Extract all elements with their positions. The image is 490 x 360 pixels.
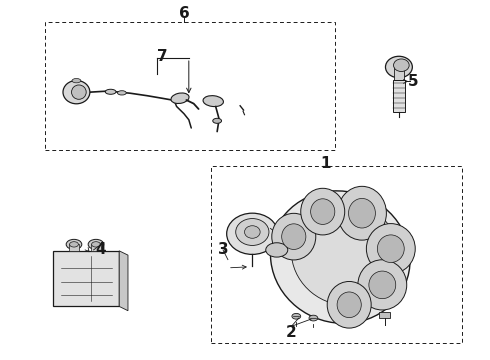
Ellipse shape [70, 242, 78, 247]
Ellipse shape [203, 96, 223, 107]
Ellipse shape [311, 199, 335, 224]
Ellipse shape [92, 242, 100, 247]
Ellipse shape [338, 186, 387, 240]
Ellipse shape [72, 78, 81, 83]
Ellipse shape [393, 59, 409, 72]
Ellipse shape [227, 213, 278, 255]
Ellipse shape [272, 213, 316, 260]
Bar [379, 312, 390, 318]
Bar [393, 80, 405, 112]
Text: 5: 5 [408, 74, 419, 89]
Ellipse shape [292, 314, 301, 319]
Ellipse shape [386, 56, 413, 78]
Text: 1: 1 [320, 156, 331, 171]
Ellipse shape [358, 260, 407, 310]
Bar [91, 244, 101, 251]
Text: 6: 6 [178, 6, 189, 21]
Ellipse shape [266, 243, 288, 257]
Ellipse shape [245, 226, 260, 238]
Ellipse shape [72, 85, 86, 99]
Ellipse shape [213, 118, 221, 123]
Ellipse shape [63, 81, 90, 104]
Text: 7: 7 [157, 49, 167, 64]
Bar [211, 166, 463, 343]
Ellipse shape [291, 202, 399, 305]
Ellipse shape [369, 271, 396, 299]
Ellipse shape [171, 93, 189, 103]
Ellipse shape [270, 191, 410, 323]
Ellipse shape [66, 239, 82, 249]
Polygon shape [119, 251, 128, 311]
Ellipse shape [377, 235, 404, 262]
Ellipse shape [282, 224, 306, 249]
Bar [69, 244, 79, 251]
Ellipse shape [337, 292, 361, 318]
Ellipse shape [348, 198, 375, 228]
Ellipse shape [118, 91, 126, 95]
Text: 2: 2 [286, 325, 297, 340]
Ellipse shape [105, 89, 116, 94]
Bar [394, 67, 404, 80]
Ellipse shape [367, 224, 415, 274]
Bar [45, 22, 335, 149]
Ellipse shape [309, 315, 318, 321]
Ellipse shape [88, 239, 104, 249]
Text: 4: 4 [96, 242, 106, 257]
Ellipse shape [236, 219, 269, 246]
Text: 3: 3 [218, 242, 228, 257]
Ellipse shape [301, 188, 345, 235]
FancyBboxPatch shape [53, 251, 119, 306]
Ellipse shape [327, 282, 371, 328]
